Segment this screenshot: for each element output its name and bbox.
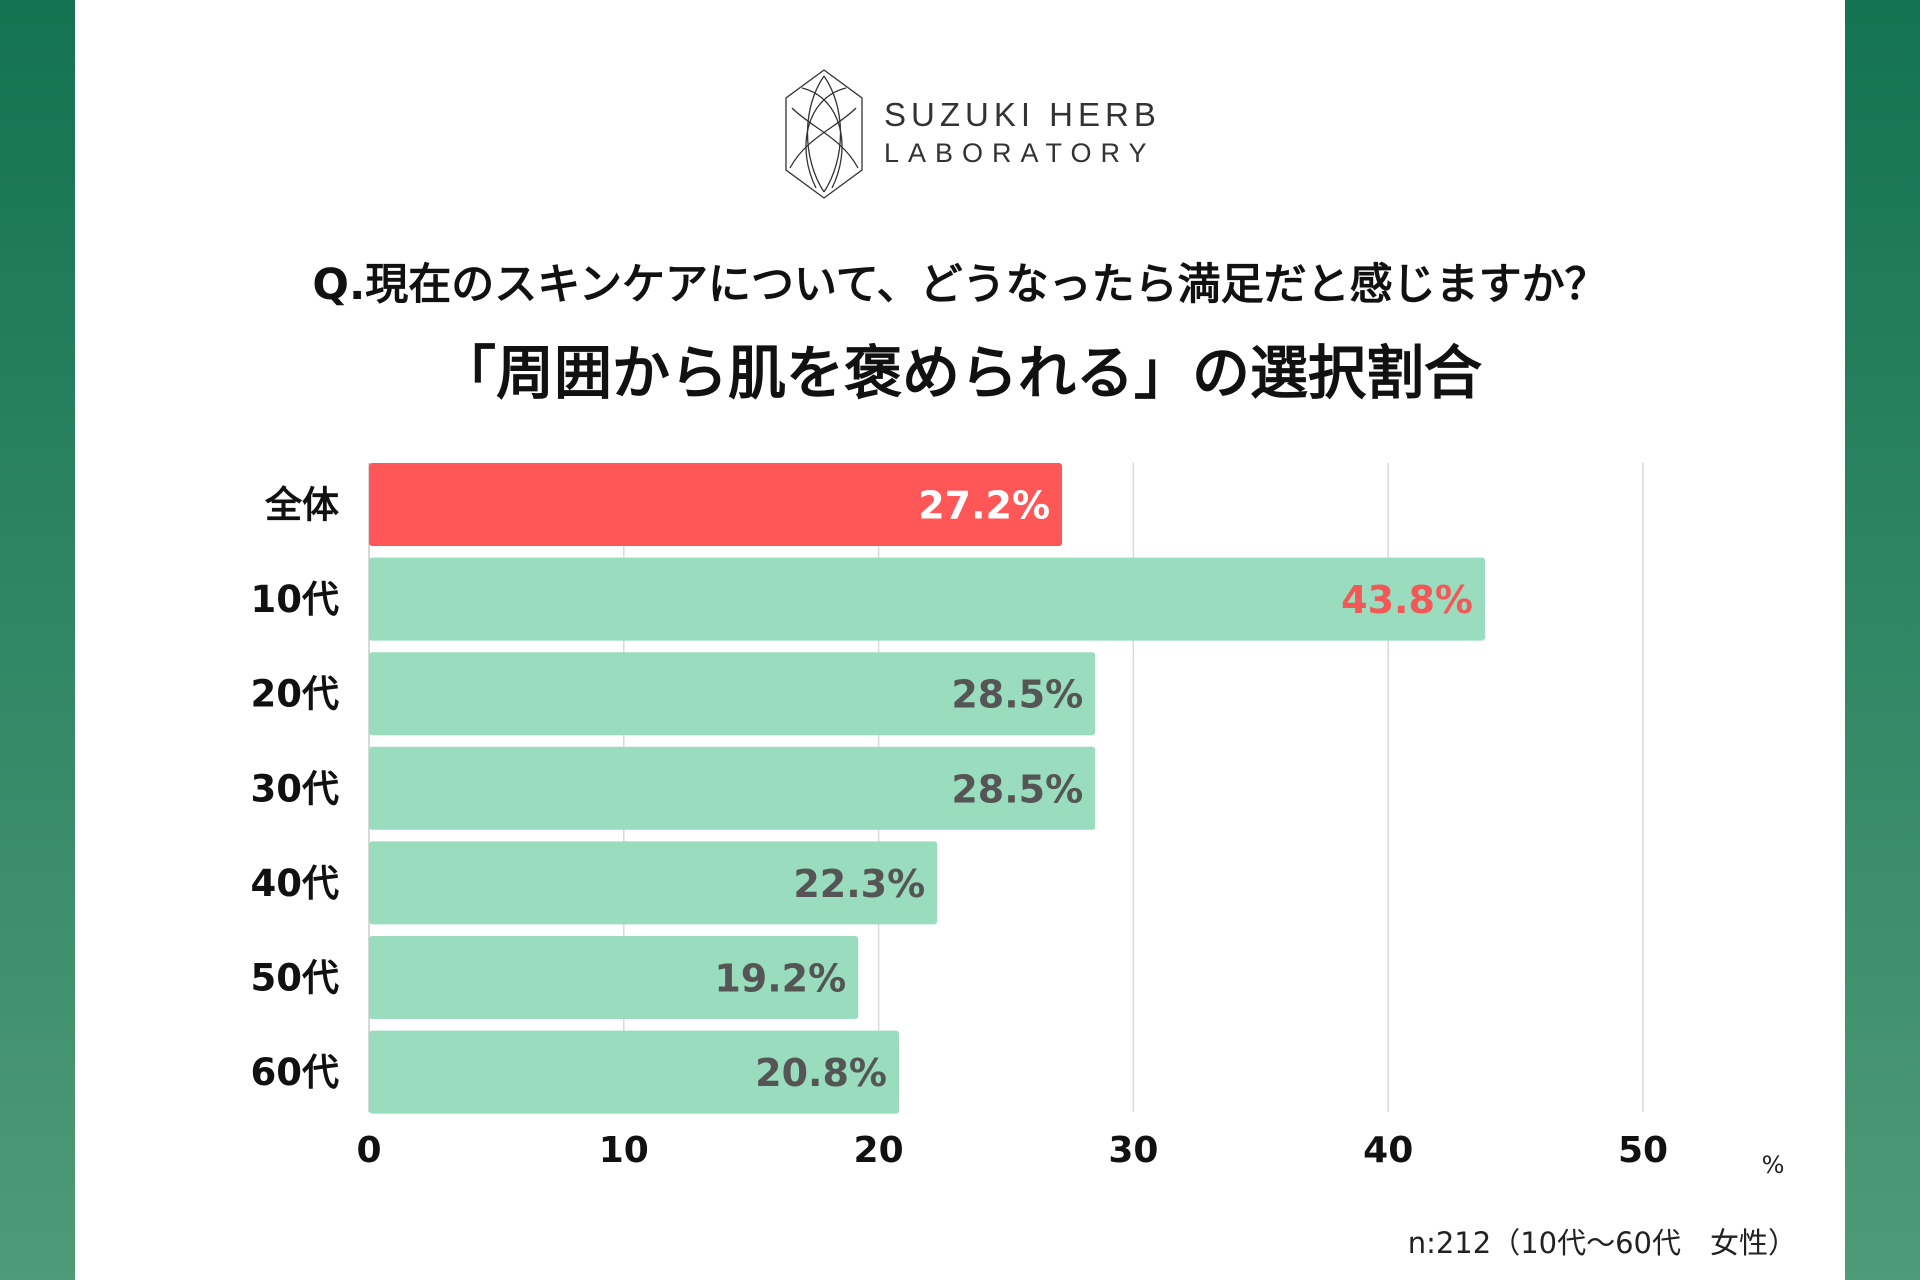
sample-note: n:212（10代〜60代 女性） (1407, 1226, 1797, 1260)
bar (369, 936, 859, 1019)
value-label: 28.5% (951, 767, 1083, 811)
question-title: Q.現在のスキンケアについて、どうなったら満足だと感じますか？ (312, 260, 1608, 310)
bar (369, 557, 1486, 641)
left-band (0, 0, 75, 1280)
x-tick-label: 10 (599, 1130, 649, 1171)
logo-line2: LABORATORY (884, 138, 1156, 168)
bar (369, 1030, 899, 1114)
category-label: 60代 (251, 1051, 340, 1094)
category-label: 10代 (251, 578, 340, 621)
bar (369, 746, 1096, 830)
logo-wordmark: SUZUKI HERB LABORATORY (884, 96, 1161, 172)
category-label: 40代 (251, 862, 340, 905)
chart-subtitle: 「周囲から肌を褒められる」の選択割合 (437, 339, 1482, 407)
category-label: 50代 (251, 957, 340, 1000)
right-band (1845, 0, 1920, 1280)
x-axis-unit: % (1762, 1151, 1785, 1179)
bar (369, 463, 1063, 546)
logo-emblem-icon (785, 69, 863, 199)
logo-line1: SUZUKI HERB (884, 96, 1161, 133)
bar (369, 841, 938, 925)
value-label: 19.2% (714, 957, 846, 1001)
category-label: 30代 (251, 767, 340, 810)
value-label: 22.3% (793, 862, 925, 906)
value-label: 27.2% (918, 484, 1050, 528)
category-label: 20代 (251, 673, 340, 716)
x-tick-label: 0 (356, 1130, 381, 1171)
value-label: 28.5% (951, 673, 1083, 717)
x-tick-label: 40 (1363, 1130, 1413, 1171)
x-tick-label: 30 (1108, 1130, 1158, 1171)
x-tick-label: 20 (854, 1130, 904, 1171)
bar (369, 652, 1096, 736)
category-label: 全体 (264, 484, 339, 527)
value-label: 43.8% (1341, 578, 1473, 622)
value-label: 20.8% (755, 1051, 887, 1095)
x-tick-label: 50 (1618, 1130, 1668, 1171)
